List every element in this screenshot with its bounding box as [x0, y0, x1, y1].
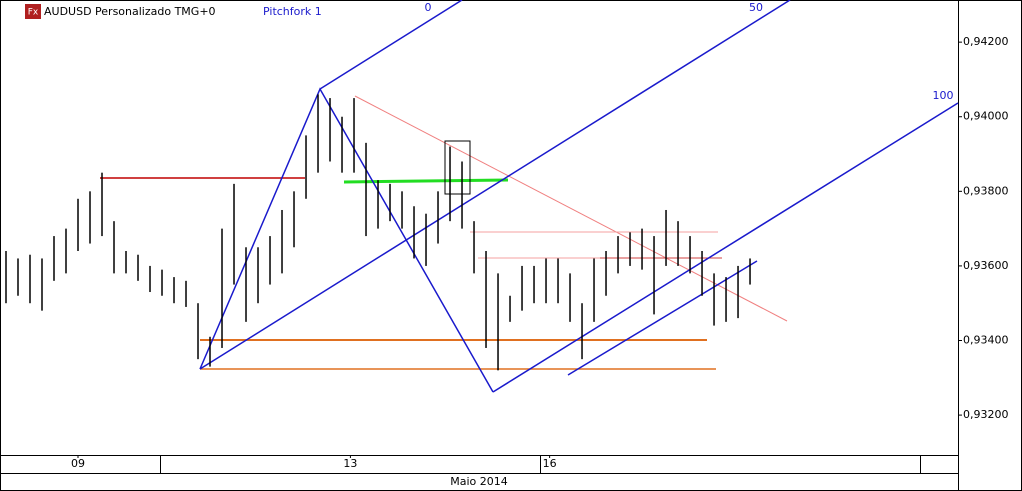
- tool-name[interactable]: Pitchfork 1: [263, 5, 322, 18]
- box: [444, 140, 471, 195]
- y-tick-label: 0,93200: [963, 408, 1009, 421]
- x-axis-label: Maio 2014: [450, 475, 508, 488]
- pitchfork-line: [492, 102, 959, 393]
- icon-text: Fx: [28, 8, 39, 18]
- y-tick-label: 0,94200: [963, 35, 1009, 48]
- level-label: 0: [425, 1, 432, 14]
- x-tick-label: 13: [343, 457, 357, 470]
- trend-line: [354, 95, 788, 322]
- level-label: 100: [933, 89, 954, 102]
- icon: [25, 4, 41, 19]
- y-tick-label: 0,93800: [963, 184, 1009, 197]
- level-label: 50: [749, 1, 763, 14]
- x-tick-label: 09: [71, 457, 85, 470]
- y-tick-label: 0,93600: [963, 259, 1009, 272]
- pitchfork-line: [319, 0, 463, 90]
- pitchfork-line: [199, 0, 791, 370]
- x-tick-label: 16: [543, 457, 557, 470]
- hline: [343, 178, 509, 184]
- y-tick-label: 0,94000: [963, 110, 1009, 123]
- y-tick-label: 0,93400: [963, 334, 1009, 347]
- symbol: AUDUSD Personalizado TMG+0: [44, 5, 216, 18]
